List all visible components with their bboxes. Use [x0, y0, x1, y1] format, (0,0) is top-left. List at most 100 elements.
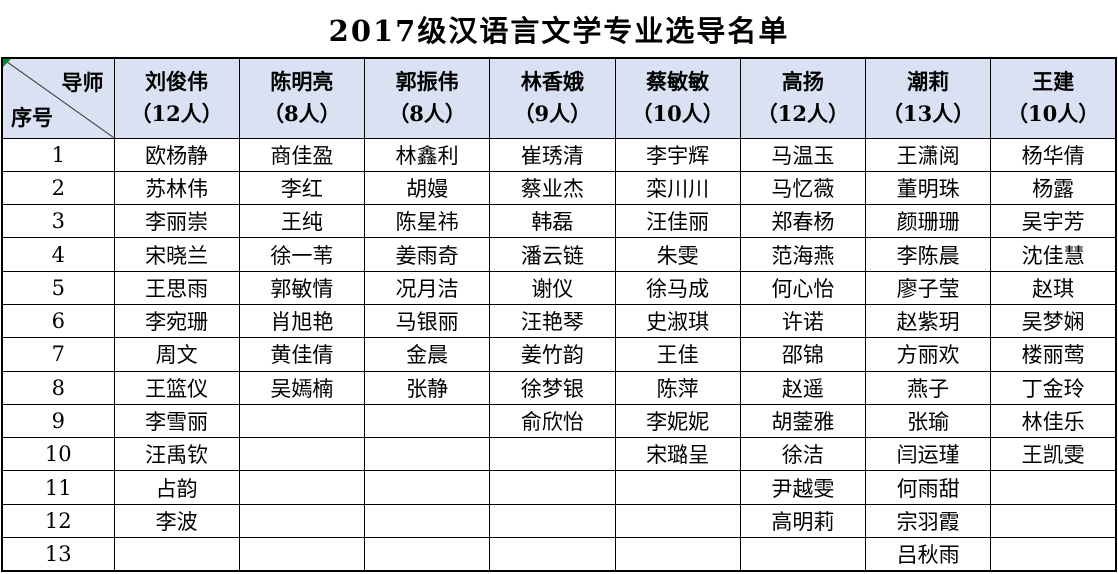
student-cell[interactable]: 黄佳倩: [238, 337, 366, 372]
student-cell[interactable]: 韩磊: [489, 204, 616, 239]
student-cell[interactable]: [489, 470, 616, 505]
student-cell[interactable]: 尹越雯: [739, 470, 867, 505]
student-cell[interactable]: 宋璐呈: [614, 437, 741, 472]
mentor-header-cell[interactable]: 陈明亮 （8人）: [238, 57, 366, 139]
student-cell[interactable]: 吕秋雨: [864, 537, 992, 572]
student-cell[interactable]: 史淑琪: [614, 303, 741, 339]
row-number-cell[interactable]: 6: [1, 303, 115, 339]
student-cell[interactable]: 况月洁: [363, 270, 491, 305]
student-cell[interactable]: 杨华倩: [990, 137, 1117, 172]
student-cell[interactable]: 欧杨静: [113, 137, 240, 172]
student-cell[interactable]: 李丽崇: [113, 204, 240, 239]
student-cell[interactable]: 徐一苇: [238, 237, 366, 272]
mentor-header-cell[interactable]: 林香娥 （9人）: [489, 57, 616, 139]
student-cell[interactable]: 杨露: [990, 170, 1117, 206]
row-number-cell[interactable]: 9: [1, 403, 115, 439]
student-cell[interactable]: [614, 470, 741, 505]
row-number-cell[interactable]: 10: [1, 437, 115, 472]
student-cell[interactable]: 汪佳丽: [614, 204, 741, 239]
row-number-cell[interactable]: 11: [1, 470, 115, 505]
student-cell[interactable]: 马忆薇: [739, 170, 867, 206]
student-cell[interactable]: 林佳乐: [990, 403, 1117, 439]
student-cell[interactable]: 马银丽: [363, 303, 491, 339]
student-cell[interactable]: 肖旭艳: [238, 303, 366, 339]
student-cell[interactable]: 马温玉: [739, 137, 867, 172]
mentor-header-cell[interactable]: 蔡敏敏 （10人）: [614, 57, 741, 139]
student-cell[interactable]: 邵锦: [739, 337, 867, 372]
student-cell[interactable]: 许诺: [739, 303, 867, 339]
student-cell[interactable]: [489, 537, 616, 572]
student-cell[interactable]: 丁金玲: [990, 370, 1117, 405]
student-cell[interactable]: 廖子莹: [864, 270, 992, 305]
student-cell[interactable]: 陈星祎: [363, 204, 491, 239]
student-cell[interactable]: [363, 470, 491, 505]
student-cell[interactable]: 郑春杨: [739, 204, 867, 239]
student-cell[interactable]: [238, 403, 366, 439]
student-cell[interactable]: [238, 470, 366, 505]
student-cell[interactable]: 徐梦银: [489, 370, 616, 405]
student-cell[interactable]: 汪艳琴: [489, 303, 616, 339]
student-cell[interactable]: 赵紫玥: [864, 303, 992, 339]
student-cell[interactable]: [363, 537, 491, 572]
student-cell[interactable]: [238, 437, 366, 472]
student-cell[interactable]: [238, 503, 366, 539]
student-cell[interactable]: 张静: [363, 370, 491, 405]
row-number-cell[interactable]: 2: [1, 170, 115, 206]
student-cell[interactable]: [363, 503, 491, 539]
student-cell[interactable]: 吴宇芳: [990, 204, 1117, 239]
student-cell[interactable]: 高明莉: [739, 503, 867, 539]
student-cell[interactable]: [238, 537, 366, 572]
student-cell[interactable]: 董明珠: [864, 170, 992, 206]
student-cell[interactable]: 李宇辉: [614, 137, 741, 172]
student-cell[interactable]: 何雨甜: [864, 470, 992, 505]
student-cell[interactable]: 王篮仪: [113, 370, 240, 405]
student-cell[interactable]: 李陈晨: [864, 237, 992, 272]
row-number-cell[interactable]: 5: [1, 270, 115, 305]
student-cell[interactable]: 王思雨: [113, 270, 240, 305]
student-cell[interactable]: 陈萍: [614, 370, 741, 405]
student-cell[interactable]: 占韵: [113, 470, 240, 505]
student-cell[interactable]: 王凯雯: [990, 437, 1117, 472]
student-cell[interactable]: [614, 537, 741, 572]
student-cell[interactable]: 姜竹韵: [489, 337, 616, 372]
row-number-cell[interactable]: 13: [1, 537, 115, 572]
corner-header-cell[interactable]: 导师 序号: [1, 57, 115, 139]
student-cell[interactable]: 苏林伟: [113, 170, 240, 206]
mentor-header-cell[interactable]: 郭振伟 （8人）: [363, 57, 491, 139]
mentor-header-cell[interactable]: 潮莉 （13人）: [864, 57, 992, 139]
student-cell[interactable]: 姜雨奇: [363, 237, 491, 272]
student-cell[interactable]: 李波: [113, 503, 240, 539]
student-cell[interactable]: 李宛珊: [113, 303, 240, 339]
student-cell[interactable]: 吴梦娴: [990, 303, 1117, 339]
student-cell[interactable]: 沈佳慧: [990, 237, 1117, 272]
student-cell[interactable]: [990, 470, 1117, 505]
student-cell[interactable]: 何心怡: [739, 270, 867, 305]
student-cell[interactable]: [489, 503, 616, 539]
student-cell[interactable]: [489, 437, 616, 472]
student-cell[interactable]: 楼丽莺: [990, 337, 1117, 372]
student-cell[interactable]: 王纯: [238, 204, 366, 239]
mentor-header-cell[interactable]: 王建 （10人）: [990, 57, 1117, 139]
student-cell[interactable]: [614, 503, 741, 539]
row-number-cell[interactable]: 8: [1, 370, 115, 405]
student-cell[interactable]: [363, 403, 491, 439]
student-cell[interactable]: 周文: [113, 337, 240, 372]
student-cell[interactable]: 商佳盈: [238, 137, 366, 172]
student-cell[interactable]: 张瑜: [864, 403, 992, 439]
student-cell[interactable]: 王佳: [614, 337, 741, 372]
row-number-cell[interactable]: 3: [1, 204, 115, 239]
student-cell[interactable]: 胡蓥雅: [739, 403, 867, 439]
student-cell[interactable]: 徐洁: [739, 437, 867, 472]
student-cell[interactable]: 李妮妮: [614, 403, 741, 439]
student-cell[interactable]: 颜珊珊: [864, 204, 992, 239]
student-cell[interactable]: 李雪丽: [113, 403, 240, 439]
row-number-cell[interactable]: 1: [1, 137, 115, 172]
student-cell[interactable]: 谢仪: [489, 270, 616, 305]
student-cell[interactable]: [363, 437, 491, 472]
student-cell[interactable]: 赵琪: [990, 270, 1117, 305]
student-cell[interactable]: 郭敏情: [238, 270, 366, 305]
student-cell[interactable]: 金晨: [363, 337, 491, 372]
student-cell[interactable]: 宗羽霞: [864, 503, 992, 539]
row-number-cell[interactable]: 7: [1, 337, 115, 372]
student-cell[interactable]: 赵遥: [739, 370, 867, 405]
